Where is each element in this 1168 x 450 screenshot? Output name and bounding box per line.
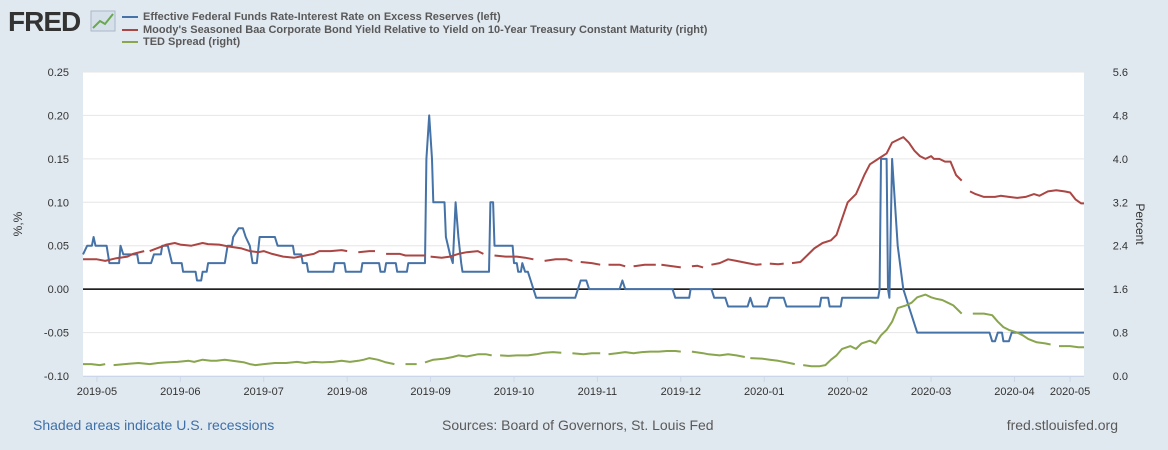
y-right-tick-label: 4.0	[1113, 154, 1128, 166]
y-left-tick-label: 0.00	[48, 284, 69, 296]
fred-logo-text: FRED	[8, 6, 81, 36]
fred-url-link[interactable]: fred.stlouisfed.org	[1006, 417, 1118, 433]
fred-logo-chart-icon	[90, 10, 116, 32]
legend-label: Moody's Seasoned Baa Corporate Bond Yiel…	[143, 23, 708, 36]
fred-logo[interactable]: FRED	[8, 6, 118, 36]
recession-note-link[interactable]: Shaded areas indicate U.S. recessions	[33, 417, 275, 433]
y-right-tick-label: 0.0	[1113, 371, 1128, 383]
sources-text: Sources: Board of Governors, St. Louis F…	[442, 417, 714, 433]
y-left-tick-label: -0.05	[44, 328, 69, 340]
y-right-tick-label: 0.8	[1113, 328, 1128, 340]
legend-entry[interactable]: Moody's Seasoned Baa Corporate Bond Yiel…	[122, 24, 707, 37]
x-tick-label: 2019-06	[160, 386, 200, 398]
legend-entry[interactable]: TED Spread (right)	[122, 36, 707, 49]
y-right-tick-label: 1.6	[1113, 284, 1128, 296]
x-tick-label: 2019-07	[244, 386, 284, 398]
y-axis-right-title: Percent	[1133, 203, 1147, 245]
plot-area	[83, 72, 1084, 376]
line-chart: 0.25 0.20 0.15 0.10 0.05 0.00 -0.05 -0.10 5.6 4.…	[11, 67, 1147, 398]
x-tick-label: 2019-11	[578, 386, 618, 398]
y-right-tick-label: 5.6	[1113, 67, 1128, 79]
x-tick-label: 2020-05	[1050, 386, 1090, 398]
x-axis: 2019-05 2019-06 2019-07 2019-08 2019-09 2019-…	[77, 376, 1090, 398]
series-line-0[interactable]	[82, 114, 1084, 343]
y-left-tick-label: 0.15	[48, 154, 69, 166]
y-right-tick-label: 3.2	[1113, 197, 1128, 209]
legend-swatch-baa	[122, 28, 138, 31]
x-tick-label: 2019-08	[327, 386, 367, 398]
legend-label: TED Spread (right)	[143, 36, 241, 48]
y-left-tick-label: 0.20	[48, 110, 69, 122]
legend-entry[interactable]: Effective Federal Funds Rate-Interest Ra…	[122, 11, 707, 24]
y-axis-left: 0.25 0.20 0.15 0.10 0.05 0.00 -0.05 -0.10	[44, 67, 69, 383]
y-left-tick-label: 0.10	[48, 197, 69, 209]
y-axis-right: 5.6 4.8 4.0 3.2 2.4 1.6 0.8 0.0	[1113, 67, 1128, 383]
y-right-tick-label: 2.4	[1113, 241, 1128, 253]
legend-swatch-ted	[122, 41, 138, 44]
series-lines	[82, 114, 1090, 368]
x-tick-label: 2020-02	[827, 386, 867, 398]
y-left-tick-label: -0.10	[44, 371, 69, 383]
y-left-tick-label: 0.05	[48, 241, 69, 253]
x-tick-label: 2019-05	[77, 386, 117, 398]
y-right-tick-label: 4.8	[1113, 110, 1128, 122]
legend-label: Effective Federal Funds Rate-Interest Ra…	[143, 11, 501, 23]
y-axis-left-title: %,%	[11, 211, 25, 236]
legend-swatch-eff	[122, 16, 138, 19]
x-tick-label: 2019-10	[494, 386, 534, 398]
series-line-2[interactable]	[83, 293, 1084, 368]
x-tick-label: 2020-03	[911, 386, 951, 398]
chart-legend: Effective Federal Funds Rate-Interest Ra…	[122, 11, 707, 49]
x-tick-label: 2019-12	[661, 386, 701, 398]
x-tick-label: 2020-01	[744, 386, 784, 398]
y-left-tick-label: 0.25	[48, 67, 69, 79]
x-tick-label: 2019-09	[410, 386, 450, 398]
x-tick-label: 2020-04	[994, 386, 1034, 398]
